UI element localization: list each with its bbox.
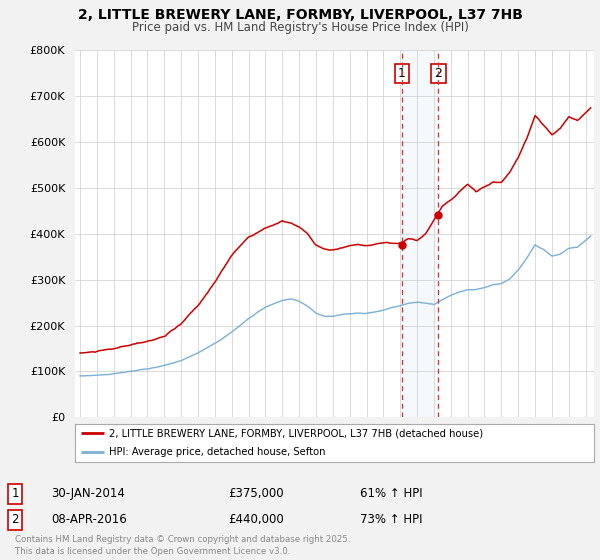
- Text: Contains HM Land Registry data © Crown copyright and database right 2025.
This d: Contains HM Land Registry data © Crown c…: [15, 535, 350, 556]
- Text: 08-APR-2016: 08-APR-2016: [51, 513, 127, 526]
- Text: 30-JAN-2014: 30-JAN-2014: [51, 487, 125, 501]
- Text: 73% ↑ HPI: 73% ↑ HPI: [360, 513, 422, 526]
- Text: 2: 2: [434, 67, 442, 80]
- Text: £375,000: £375,000: [228, 487, 284, 501]
- Text: 2, LITTLE BREWERY LANE, FORMBY, LIVERPOOL, L37 7HB: 2, LITTLE BREWERY LANE, FORMBY, LIVERPOO…: [77, 8, 523, 22]
- Text: 2, LITTLE BREWERY LANE, FORMBY, LIVERPOOL, L37 7HB (detached house): 2, LITTLE BREWERY LANE, FORMBY, LIVERPOO…: [109, 428, 483, 438]
- Text: £440,000: £440,000: [228, 513, 284, 526]
- Text: HPI: Average price, detached house, Sefton: HPI: Average price, detached house, Seft…: [109, 447, 325, 457]
- Bar: [401, 50, 439, 417]
- Text: 2: 2: [11, 513, 19, 526]
- Text: 1: 1: [11, 487, 19, 501]
- Text: 1: 1: [398, 67, 406, 80]
- Text: Price paid vs. HM Land Registry's House Price Index (HPI): Price paid vs. HM Land Registry's House …: [131, 21, 469, 34]
- Text: 61% ↑ HPI: 61% ↑ HPI: [360, 487, 422, 501]
